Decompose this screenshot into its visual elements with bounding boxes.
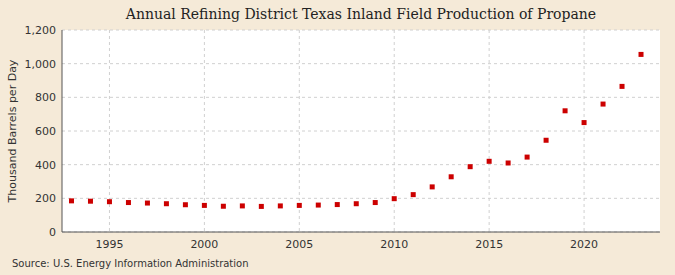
x-grid-line (394, 30, 395, 232)
x-axis-line (62, 232, 660, 233)
point (202, 203, 207, 208)
point (563, 108, 568, 113)
y-grid-line (62, 131, 660, 132)
point (297, 203, 302, 208)
point (544, 138, 549, 143)
x-tick-label: 2020 (570, 238, 598, 251)
y-grid-line (62, 164, 660, 165)
chart: 0 200 400 600 800 1,000 1,200 1995 2000 2005 2010 2… (0, 0, 675, 275)
point (392, 196, 397, 201)
title: Annual Refining District Texas Inland Fi… (125, 6, 596, 22)
y-tick-label: 600 (35, 125, 56, 138)
point (107, 199, 112, 204)
y-grid-line (62, 63, 660, 64)
point (164, 201, 169, 206)
ticks: 0 200 400 600 800 1,000 1,200 1995 2000 2005 2010 2… (25, 24, 599, 251)
point (525, 155, 530, 160)
x-tick-label: 2005 (285, 238, 313, 251)
point (487, 159, 492, 164)
point (639, 52, 644, 57)
y-grid-line (62, 30, 660, 31)
point (601, 102, 606, 107)
x-tick-label: 2010 (380, 238, 408, 251)
x-grid-line (299, 30, 300, 232)
y-tick-label: 0 (49, 226, 56, 239)
y-grid-line (62, 97, 660, 98)
y-axis-label: Thousand Barrels per Day (6, 59, 19, 203)
point (316, 203, 321, 208)
point (506, 160, 511, 165)
point (449, 174, 454, 179)
x-grid-line (489, 30, 490, 232)
point (69, 198, 74, 203)
point (620, 84, 625, 89)
y-tick-label: 800 (35, 91, 56, 104)
point (126, 200, 131, 205)
x-tick-label: 2000 (190, 238, 218, 251)
point (259, 204, 264, 209)
point (335, 202, 340, 207)
y-tick-label: 1,200 (25, 24, 57, 37)
x-grid-line (204, 30, 205, 232)
y-grid-line (62, 232, 660, 233)
y-tick-label: 1,000 (25, 58, 57, 71)
point (183, 202, 188, 207)
plot-area (62, 30, 660, 232)
point (278, 203, 283, 208)
y-tick-label: 400 (35, 159, 56, 172)
y-grid-line (62, 198, 660, 199)
x-grid-line (584, 30, 585, 232)
point (373, 200, 378, 205)
x-tick-label: 1995 (95, 238, 123, 251)
x-tick-label: 2015 (475, 238, 503, 251)
source: Source: U.S. Energy Information Administ… (12, 258, 249, 269)
y-axis-line (62, 30, 63, 232)
point (430, 184, 435, 189)
point (88, 199, 93, 204)
point (354, 201, 359, 206)
point (221, 204, 226, 209)
point (468, 164, 473, 169)
point (145, 201, 150, 206)
point (240, 203, 245, 208)
points (69, 52, 644, 209)
grid (62, 30, 660, 232)
point (582, 120, 587, 125)
point (411, 192, 416, 197)
y-tick-label: 200 (35, 192, 56, 205)
